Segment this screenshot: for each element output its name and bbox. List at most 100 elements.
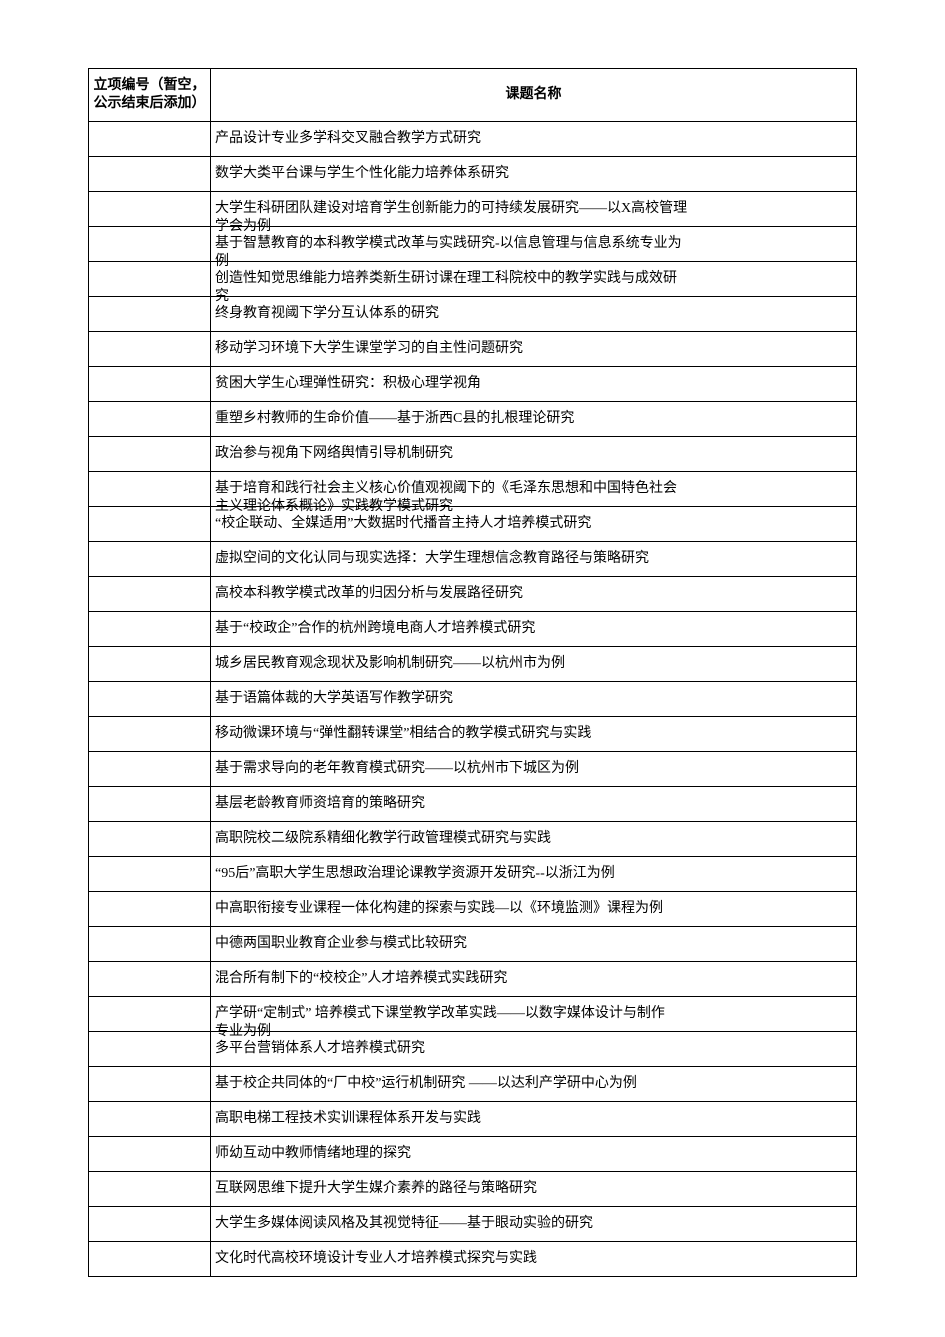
cell-project-title: 移动学习环境下大学生课堂学习的自主性问题研究 — [211, 332, 857, 367]
cell-project-title: 高校本科教学模式改革的归因分析与发展路径研究 — [211, 577, 857, 612]
cell-project-id — [89, 262, 211, 297]
cell-project-title: 产品设计专业多学科交叉融合教学方式研究 — [211, 122, 857, 157]
cell-project-title: 虚拟空间的文化认同与现实选择：大学生理想信念教育路径与策略研究 — [211, 542, 857, 577]
cell-project-id — [89, 857, 211, 892]
cell-project-id — [89, 962, 211, 997]
cell-project-title: “校企联动、全媒适用”大数据时代播音主持人才培养模式研究 — [211, 507, 857, 542]
project-title-text: 中德两国职业教育企业参与模式比较研究 — [215, 936, 467, 951]
table-row: “校企联动、全媒适用”大数据时代播音主持人才培养模式研究 — [89, 507, 857, 542]
cell-project-id — [89, 192, 211, 227]
table-row: 师幼互动中教师情绪地理的探究 — [89, 1137, 857, 1172]
project-title-text: 基于语篇体裁的大学英语写作教学研究 — [215, 691, 453, 706]
project-title-text: 基于培育和践行社会主义核心价值观视阈下的《毛泽东思想和中国特色社会 — [215, 481, 677, 496]
cell-project-title: 中德两国职业教育企业参与模式比较研究 — [211, 927, 857, 962]
table-row: 基于校企共同体的“厂中校”运行机制研究 ——以达利产学研中心为例 — [89, 1067, 857, 1102]
project-title-text: 贫困大学生心理弹性研究：积极心理学视角 — [215, 376, 481, 391]
cell-project-title: 基于语篇体裁的大学英语写作教学研究 — [211, 682, 857, 717]
cell-project-id — [89, 647, 211, 682]
table-row: 多平台营销体系人才培养模式研究 — [89, 1032, 857, 1067]
cell-project-id — [89, 437, 211, 472]
cell-project-id — [89, 612, 211, 647]
cell-project-id — [89, 122, 211, 157]
table-row: 基于培育和践行社会主义核心价值观视阈下的《毛泽东思想和中国特色社会主义理论体系概… — [89, 472, 857, 507]
cell-project-title: 大学生科研团队建设对培育学生创新能力的可持续发展研究——以X高校管理学会为例 — [211, 192, 857, 227]
cell-project-id — [89, 1207, 211, 1242]
table-row: 产学研“定制式” 培养模式下课堂教学改革实践——以数字媒体设计与制作专业为例 — [89, 997, 857, 1032]
cell-project-title: 政治参与视角下网络舆情引导机制研究 — [211, 437, 857, 472]
header-project-id: 立项编号（暂空，公示结束后添加） — [89, 69, 211, 122]
cell-project-title: 城乡居民教育观念现状及影响机制研究——以杭州市为例 — [211, 647, 857, 682]
cell-project-id — [89, 1137, 211, 1172]
project-title-text: 创造性知觉思维能力培养类新生研讨课在理工科院校中的教学实践与成效研 — [215, 271, 677, 286]
cell-project-title: 混合所有制下的“校校企”人才培养模式实践研究 — [211, 962, 857, 997]
cell-project-title: 基于校企共同体的“厂中校”运行机制研究 ——以达利产学研中心为例 — [211, 1067, 857, 1102]
project-title-text: 产品设计专业多学科交叉融合教学方式研究 — [215, 131, 481, 146]
cell-project-id — [89, 682, 211, 717]
table-row: 虚拟空间的文化认同与现实选择：大学生理想信念教育路径与策略研究 — [89, 542, 857, 577]
cell-project-id — [89, 227, 211, 262]
cell-project-title: 大学生多媒体阅读风格及其视觉特征——基于眼动实验的研究 — [211, 1207, 857, 1242]
table-row: 政治参与视角下网络舆情引导机制研究 — [89, 437, 857, 472]
table-row: 中德两国职业教育企业参与模式比较研究 — [89, 927, 857, 962]
cell-project-title: 贫困大学生心理弹性研究：积极心理学视角 — [211, 367, 857, 402]
cell-project-title: 数学大类平台课与学生个性化能力培养体系研究 — [211, 157, 857, 192]
cell-project-title: “95后”高职大学生思想政治理论课教学资源开发研究--以浙江为例 — [211, 857, 857, 892]
table-header-row: 立项编号（暂空，公示结束后添加） 课题名称 — [89, 69, 857, 122]
project-title-text: 基于智慧教育的本科教学模式改革与实践研究-以信息管理与信息系统专业为 — [215, 236, 682, 251]
table-row: 互联网思维下提升大学生媒介素养的路径与策略研究 — [89, 1172, 857, 1207]
project-title-text: 基层老龄教育师资培育的策略研究 — [215, 796, 425, 811]
table-row: 移动微课环境与“弹性翻转课堂”相结合的教学模式研究与实践 — [89, 717, 857, 752]
cell-project-id — [89, 892, 211, 927]
cell-project-title: 基于智慧教育的本科教学模式改革与实践研究-以信息管理与信息系统专业为例 — [211, 227, 857, 262]
table-row: 高职电梯工程技术实训课程体系开发与实践 — [89, 1102, 857, 1137]
table-row: 中高职衔接专业课程一体化构建的探索与实践—以《环境监测》课程为例 — [89, 892, 857, 927]
cell-project-title: 文化时代高校环境设计专业人才培养模式探究与实践 — [211, 1242, 857, 1277]
cell-project-id — [89, 507, 211, 542]
table-row: 基于智慧教育的本科教学模式改革与实践研究-以信息管理与信息系统专业为例 — [89, 227, 857, 262]
project-title-text: 文化时代高校环境设计专业人才培养模式探究与实践 — [215, 1251, 537, 1266]
header-project-title: 课题名称 — [211, 69, 857, 122]
project-title-text: 城乡居民教育观念现状及影响机制研究——以杭州市为例 — [215, 656, 565, 671]
cell-project-title: 基于“校政企”合作的杭州跨境电商人才培养模式研究 — [211, 612, 857, 647]
cell-project-title: 基层老龄教育师资培育的策略研究 — [211, 787, 857, 822]
cell-project-title: 重塑乡村教师的生命价值——基于浙西C县的扎根理论研究 — [211, 402, 857, 437]
cell-project-id — [89, 927, 211, 962]
cell-project-title: 移动微课环境与“弹性翻转课堂”相结合的教学模式研究与实践 — [211, 717, 857, 752]
cell-project-id — [89, 577, 211, 612]
table-row: 产品设计专业多学科交叉融合教学方式研究 — [89, 122, 857, 157]
cell-project-title: 创造性知觉思维能力培养类新生研讨课在理工科院校中的教学实践与成效研究 — [211, 262, 857, 297]
table-row: 创造性知觉思维能力培养类新生研讨课在理工科院校中的教学实践与成效研究 — [89, 262, 857, 297]
project-title-text: 政治参与视角下网络舆情引导机制研究 — [215, 446, 453, 461]
project-title-text: 移动学习环境下大学生课堂学习的自主性问题研究 — [215, 341, 523, 356]
table-row: 基层老龄教育师资培育的策略研究 — [89, 787, 857, 822]
cell-project-id — [89, 367, 211, 402]
table-row: 混合所有制下的“校校企”人才培养模式实践研究 — [89, 962, 857, 997]
cell-project-id — [89, 822, 211, 857]
cell-project-id — [89, 787, 211, 822]
project-title-text: “校企联动、全媒适用”大数据时代播音主持人才培养模式研究 — [215, 516, 591, 531]
cell-project-id — [89, 1102, 211, 1137]
cell-project-id — [89, 1242, 211, 1277]
table-row: 高校本科教学模式改革的归因分析与发展路径研究 — [89, 577, 857, 612]
cell-project-title: 基于需求导向的老年教育模式研究——以杭州市下城区为例 — [211, 752, 857, 787]
table-row: 大学生科研团队建设对培育学生创新能力的可持续发展研究——以X高校管理学会为例 — [89, 192, 857, 227]
cell-project-id — [89, 717, 211, 752]
project-title-text: 基于“校政企”合作的杭州跨境电商人才培养模式研究 — [215, 621, 535, 636]
project-title-text: 高职电梯工程技术实训课程体系开发与实践 — [215, 1111, 481, 1126]
cell-project-id — [89, 157, 211, 192]
cell-project-title: 互联网思维下提升大学生媒介素养的路径与策略研究 — [211, 1172, 857, 1207]
cell-project-title: 高职电梯工程技术实训课程体系开发与实践 — [211, 1102, 857, 1137]
cell-project-id — [89, 402, 211, 437]
project-title-text: 混合所有制下的“校校企”人才培养模式实践研究 — [215, 971, 507, 986]
project-title-text: “95后”高职大学生思想政治理论课教学资源开发研究--以浙江为例 — [215, 866, 615, 881]
project-title-text: 大学生科研团队建设对培育学生创新能力的可持续发展研究——以X高校管理 — [215, 201, 687, 216]
cell-project-title: 终身教育视阈下学分互认体系的研究 — [211, 297, 857, 332]
cell-project-id — [89, 997, 211, 1032]
project-title-text: 高职院校二级院系精细化教学行政管理模式研究与实践 — [215, 831, 551, 846]
project-title-text: 大学生多媒体阅读风格及其视觉特征——基于眼动实验的研究 — [215, 1216, 593, 1231]
table-row: 基于语篇体裁的大学英语写作教学研究 — [89, 682, 857, 717]
project-title-text: 多平台营销体系人才培养模式研究 — [215, 1041, 425, 1056]
project-title-text: 重塑乡村教师的生命价值——基于浙西C县的扎根理论研究 — [215, 411, 574, 426]
project-title-text: 产学研“定制式” 培养模式下课堂教学改革实践——以数字媒体设计与制作 — [215, 1006, 665, 1021]
table-row: 文化时代高校环境设计专业人才培养模式探究与实践 — [89, 1242, 857, 1277]
